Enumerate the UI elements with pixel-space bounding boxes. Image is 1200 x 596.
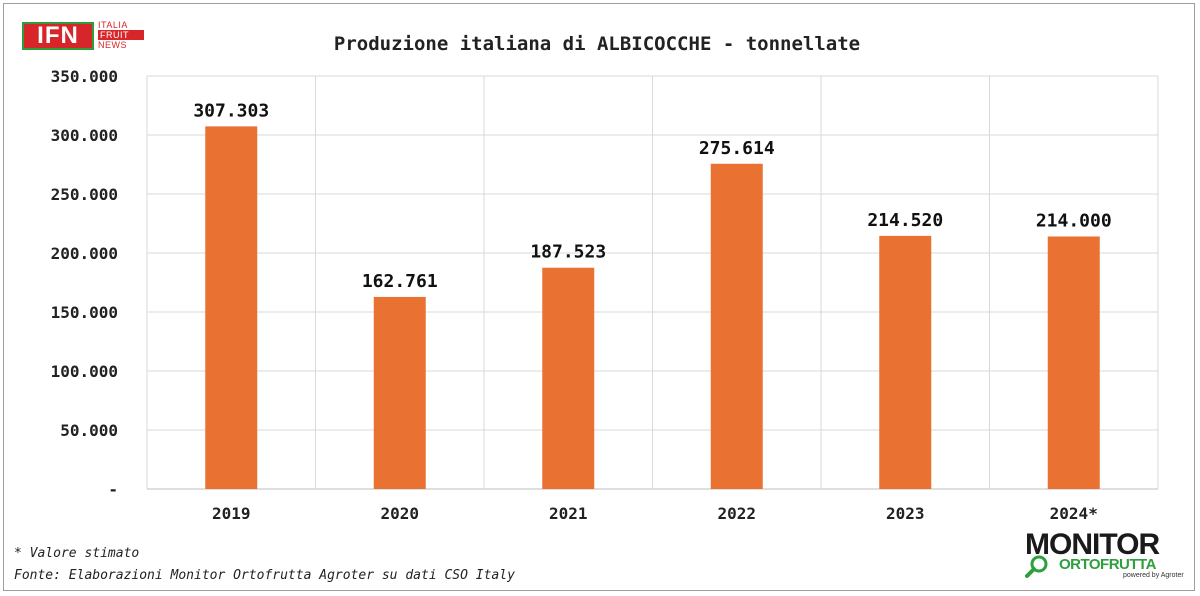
monitor-ortofrutta-logo: MONITOR ORTOFRUTTA powered by Agroter	[1025, 530, 1185, 580]
gridlines	[146, 75, 1159, 490]
y-tick-label: 100.000	[51, 362, 118, 381]
data-label: 187.523	[530, 242, 606, 263]
bar-2020	[373, 296, 426, 489]
footnote: * Valore stimato	[14, 546, 140, 561]
data-labels: 307.303 162.761 187.523 275.614 214.520 214.0…	[193, 100, 1111, 292]
y-tick-label: 300.000	[51, 126, 118, 145]
monitor-logo-tagline: powered by Agroter	[1123, 572, 1184, 579]
x-tick-label: 2024*	[1050, 504, 1098, 523]
data-label: 214.520	[867, 210, 943, 231]
bar-2023	[879, 235, 932, 489]
y-tick-label: -	[108, 480, 118, 499]
chart-title: Produzione italiana di ALBICOCCHE - tonn…	[334, 33, 860, 55]
bar-2022	[710, 163, 763, 489]
bar-2024	[1047, 236, 1100, 489]
ifn-word-italia: ITALIA	[98, 20, 128, 30]
data-label: 214.000	[1036, 210, 1112, 231]
ifn-logo-words: ITALIA FRUIT NEWS	[98, 20, 144, 50]
ifn-logo-mark: IFN	[22, 22, 94, 50]
y-tick-label: 50.000	[60, 421, 118, 440]
monitor-logo-sub: ORTOFRUTTA	[1059, 556, 1156, 573]
data-label: 162.761	[362, 271, 438, 292]
y-tick-label: 200.000	[51, 244, 118, 263]
source-note: Fonte: Elaborazioni Monitor Ortofrutta A…	[14, 568, 515, 583]
x-tick-label: 2021	[549, 504, 588, 523]
x-axis-ticks: 2019 2020 2021 2022 2023 2024*	[212, 504, 1098, 523]
bars	[205, 126, 1100, 490]
chart-frame	[3, 3, 1195, 591]
x-tick-label: 2020	[380, 504, 419, 523]
data-label: 307.303	[193, 100, 269, 121]
x-tick-label: 2022	[717, 504, 756, 523]
y-tick-label: 150.000	[51, 303, 118, 322]
ifn-word-fruit: FRUIT	[98, 30, 144, 40]
magnifier-icon	[1025, 555, 1048, 578]
x-tick-label: 2019	[212, 504, 251, 523]
y-tick-label: 250.000	[51, 185, 118, 204]
data-label: 275.614	[699, 138, 775, 159]
ifn-logo: IFN ITALIA FRUIT NEWS	[22, 20, 144, 54]
ifn-word-news: NEWS	[98, 40, 127, 50]
y-axis-ticks: - 50.000 100.000 150.000 200.000 250.000 300.0…	[51, 67, 118, 499]
bar-2021	[542, 267, 595, 489]
x-tick-label: 2023	[886, 504, 925, 523]
bar-2019	[205, 126, 258, 490]
monitor-logo-word: MONITOR	[1025, 528, 1160, 561]
y-tick-label: 350.000	[51, 67, 118, 86]
